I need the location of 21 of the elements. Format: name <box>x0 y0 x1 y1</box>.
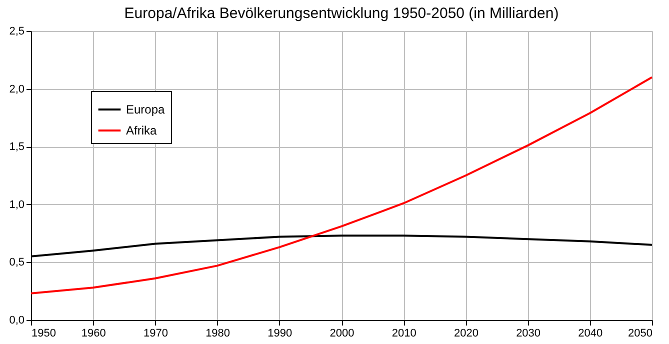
x-tick-label: 2030 <box>516 328 541 340</box>
y-tick-label: 2,0 <box>9 83 24 96</box>
y-tick-label: 0,5 <box>9 256 24 269</box>
line-series <box>30 76 653 294</box>
x-tick-label: 2050 <box>628 328 652 340</box>
x-tick-label: 2000 <box>330 328 354 340</box>
legend-label: Afrika <box>126 124 157 138</box>
x-tick-label: 1960 <box>81 328 106 340</box>
x-tick-label: 2040 <box>578 328 603 340</box>
x-tick-label: 1990 <box>268 328 292 340</box>
x-tick-label: 1950 <box>32 328 56 340</box>
x-tick-label: 1970 <box>143 328 168 340</box>
y-tick-label: 0,0 <box>9 314 24 326</box>
x-tick-label: 2020 <box>454 328 478 340</box>
y-tick-label: 2,5 <box>9 26 24 38</box>
x-tick-label: 1980 <box>206 328 230 340</box>
chart-title: Europa/Afrika Bevölkerungsentwicklung 1950-2050 (in Milliarden) <box>124 5 559 22</box>
x-tick-label: 2010 <box>392 328 416 340</box>
y-tick-label: 1,5 <box>9 141 24 154</box>
y-tick-label: 1,0 <box>9 198 24 211</box>
legend-label: Europa <box>126 102 166 116</box>
